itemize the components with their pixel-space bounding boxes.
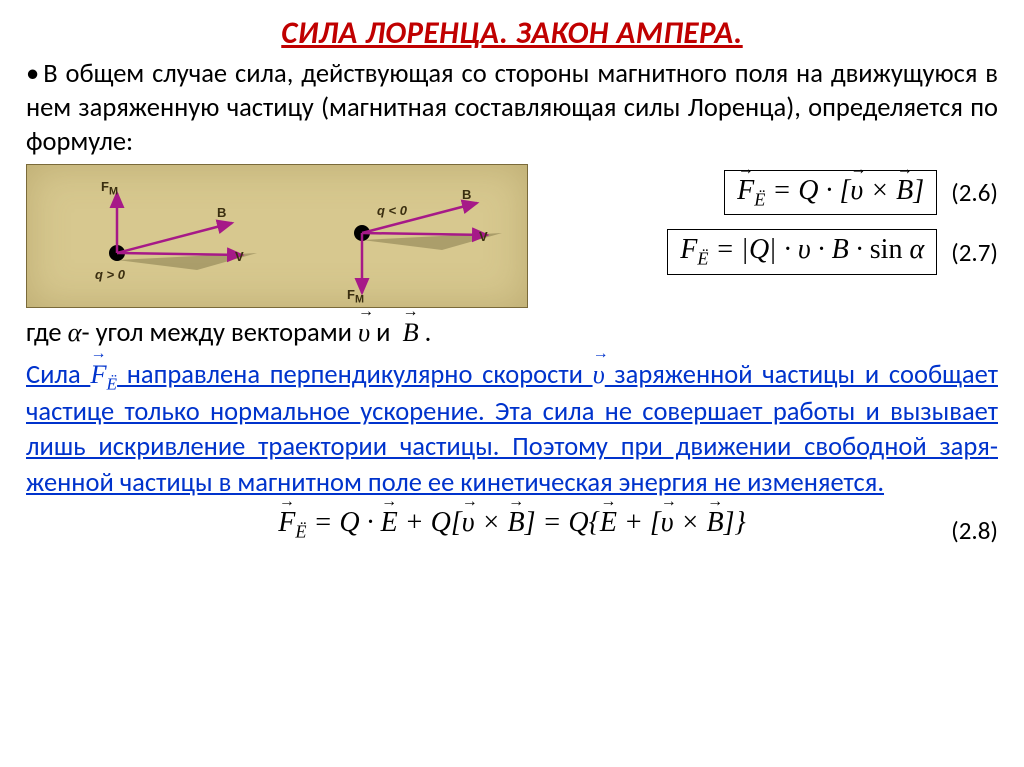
eqnum-2-7: (2.7) xyxy=(951,237,998,268)
paragraph-blue: Сила FЁ направлена перпендикулярно скоро… xyxy=(26,357,998,502)
label-fm1: FМ xyxy=(101,179,118,198)
eqnum-2-8: (2.8) xyxy=(951,515,998,546)
paragraph-where: где α- угол между векторами υ и B . xyxy=(26,316,998,351)
label-v1: V xyxy=(235,249,244,264)
formula-column: FЁ = Q · [υ × B] (2.6) FЁ = Q · υ · B · … xyxy=(546,164,998,275)
formula-2-7: FЁ = Q · υ · B · sin α xyxy=(667,229,937,275)
label-v2: V xyxy=(479,229,488,244)
label-qpos: q > 0 xyxy=(95,267,125,282)
formula-2-6: FЁ = Q · [υ × B] xyxy=(724,170,937,216)
eqnum-2-6: (2.6) xyxy=(951,177,998,208)
page-title: СИЛА ЛОРЕНЦА. ЗАКОН АМПЕРА. xyxy=(26,14,998,52)
diagram-formula-row: FМ B V q > 0 q < 0 B V FМ FЁ = Q · [υ × … xyxy=(26,164,998,308)
label-b2: B xyxy=(462,187,471,202)
paragraph-intro: В общем случае сила, действующая со стор… xyxy=(26,58,998,160)
label-qneg: q < 0 xyxy=(377,203,407,218)
lorentz-diagram: FМ B V q > 0 q < 0 B V FМ xyxy=(26,164,528,308)
label-b1: B xyxy=(217,205,226,220)
formula-2-8: FЁ = Q · E + Q[υ × B] = Q{E + [υ × B]} (… xyxy=(26,507,998,543)
